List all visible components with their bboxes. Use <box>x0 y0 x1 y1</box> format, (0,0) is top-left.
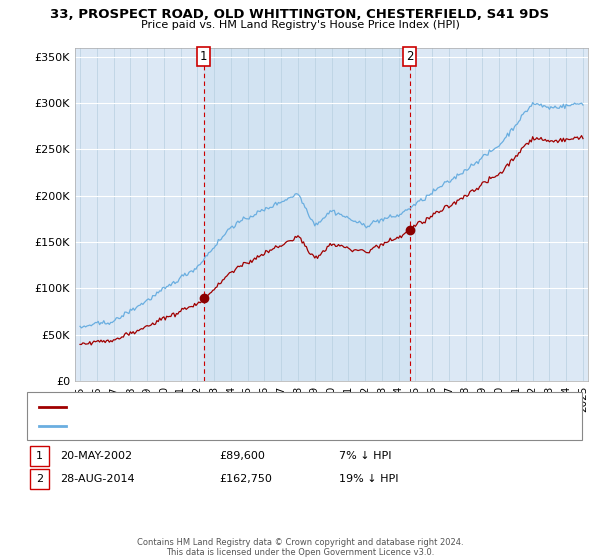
Text: 2: 2 <box>406 50 413 63</box>
Bar <box>204 48 410 381</box>
Text: 1: 1 <box>36 451 43 461</box>
Text: 33, PROSPECT ROAD, OLD WHITTINGTON, CHESTERFIELD, S41 9DS: 33, PROSPECT ROAD, OLD WHITTINGTON, CHES… <box>50 8 550 21</box>
Text: 19% ↓ HPI: 19% ↓ HPI <box>339 474 398 484</box>
Text: 28-AUG-2014: 28-AUG-2014 <box>60 474 134 484</box>
Text: 2: 2 <box>36 474 43 484</box>
Text: 20-MAY-2002: 20-MAY-2002 <box>60 451 132 461</box>
Text: 7% ↓ HPI: 7% ↓ HPI <box>339 451 392 461</box>
Text: £162,750: £162,750 <box>219 474 272 484</box>
Text: 1: 1 <box>200 50 208 63</box>
Text: Contains HM Land Registry data © Crown copyright and database right 2024.
This d: Contains HM Land Registry data © Crown c… <box>137 538 463 557</box>
Text: £89,600: £89,600 <box>219 451 265 461</box>
Text: Price paid vs. HM Land Registry's House Price Index (HPI): Price paid vs. HM Land Registry's House … <box>140 20 460 30</box>
Text: HPI: Average price, detached house, Chesterfield: HPI: Average price, detached house, Ches… <box>72 421 312 431</box>
Text: 33, PROSPECT ROAD, OLD WHITTINGTON, CHESTERFIELD, S41 9DS (detached house): 33, PROSPECT ROAD, OLD WHITTINGTON, CHES… <box>72 402 490 412</box>
